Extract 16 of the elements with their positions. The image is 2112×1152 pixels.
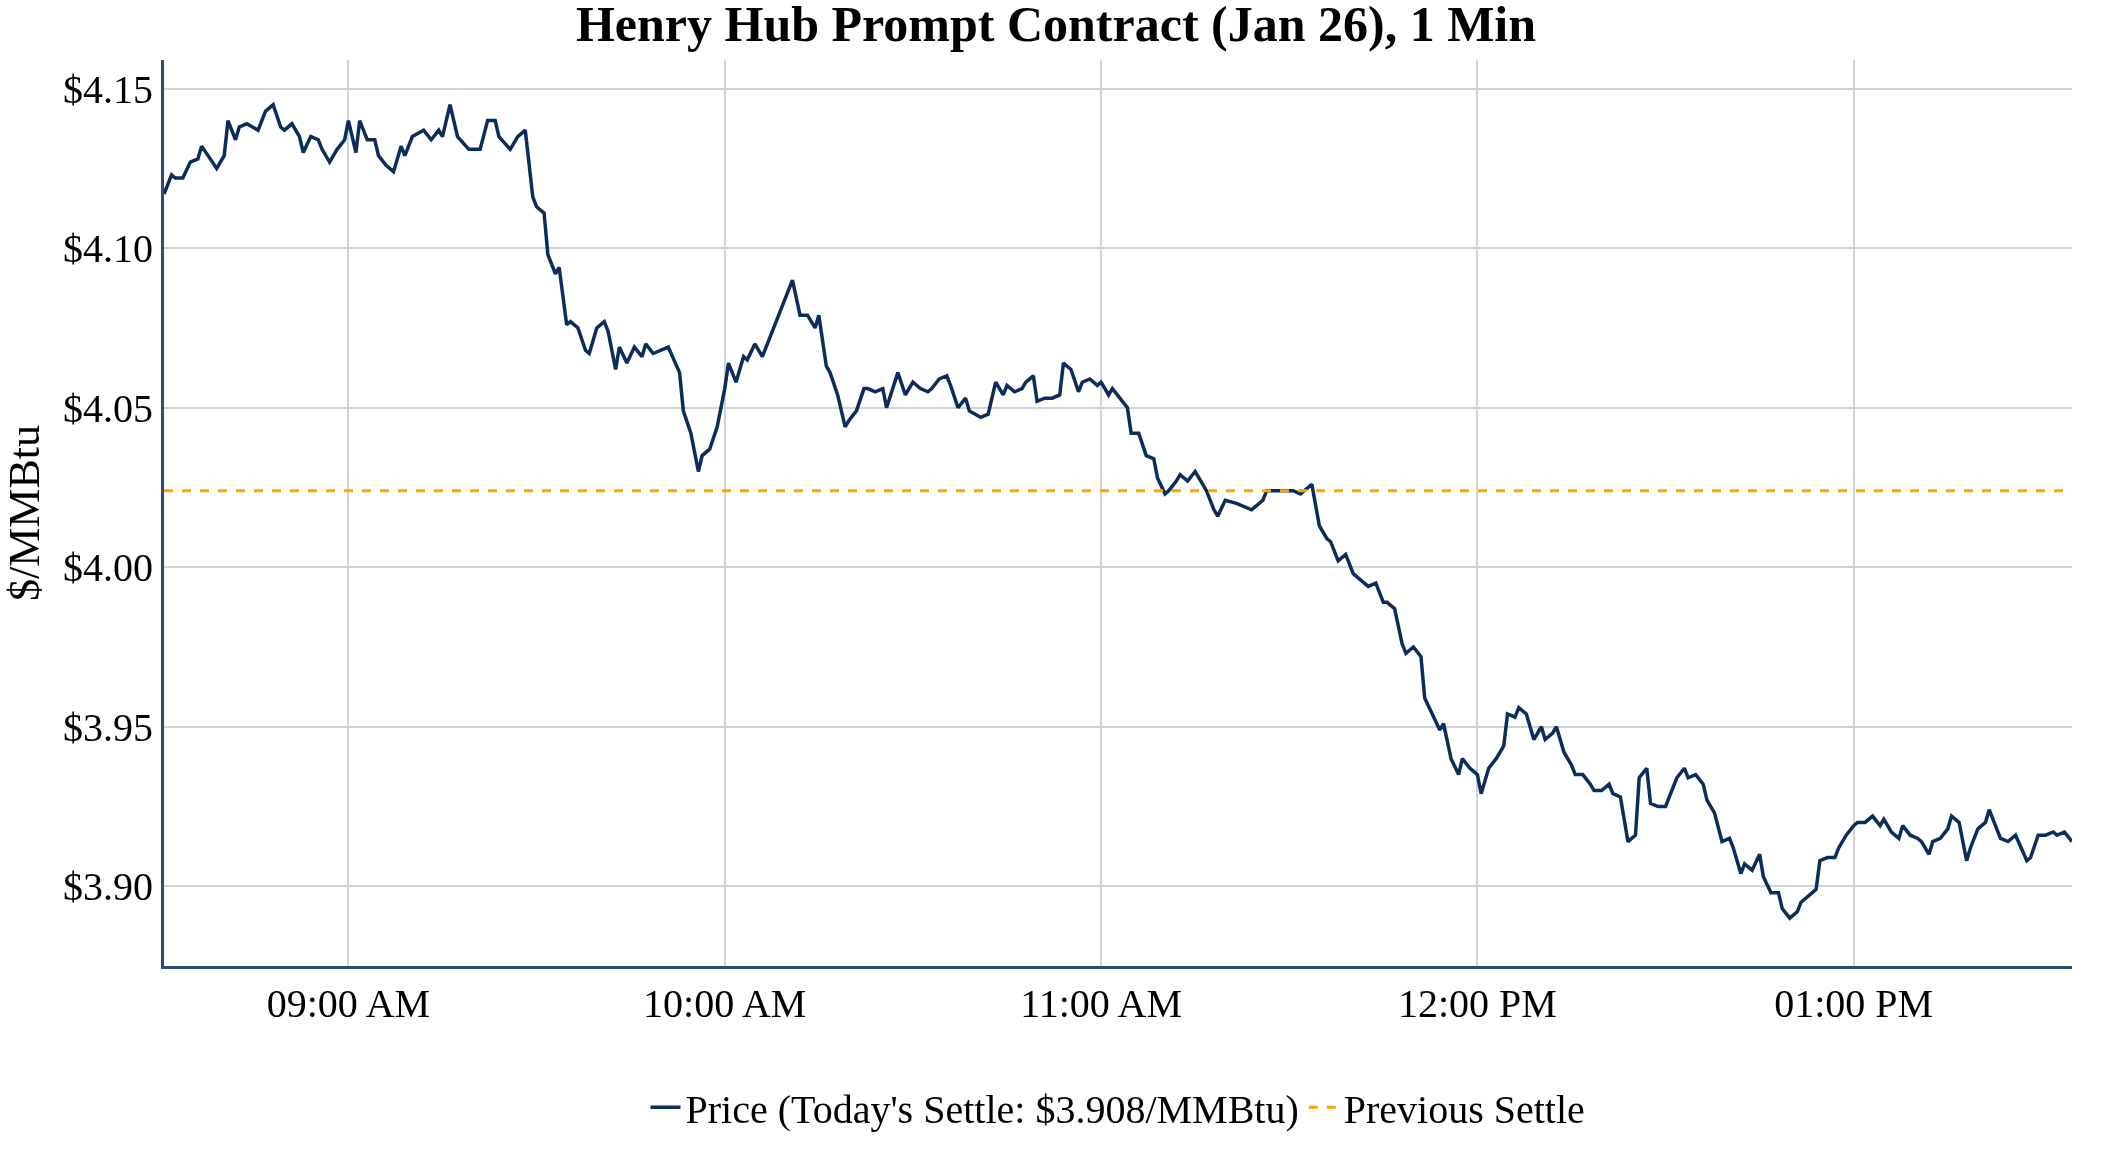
x-tick-label: 10:00 AM — [643, 981, 807, 1026]
x-tick-label: 01:00 PM — [1774, 981, 1934, 1026]
x-tick-label: 09:00 AM — [266, 981, 431, 1026]
chart-title: Henry Hub Prompt Contract (Jan 26), 1 Min — [575, 0, 1537, 52]
y-tick-label: $4.10 — [63, 226, 153, 272]
y-tick-label: $4.15 — [63, 66, 153, 112]
y-tick-label: $4.00 — [63, 545, 153, 591]
x-tick-label: 11:00 AM — [1020, 981, 1183, 1026]
y-axis-title: $/MMBtu — [0, 424, 49, 602]
y-tick-label: $3.95 — [63, 704, 153, 750]
legend-label: Price (Today's Settle: $3.908/MMBtu) — [685, 1086, 1299, 1132]
x-tick-label: 12:00 PM — [1397, 981, 1557, 1026]
legend-label: Previous Settle — [1343, 1086, 1585, 1132]
y-tick-label: $4.05 — [63, 385, 153, 431]
line-series — [164, 102, 2072, 920]
y-tick-label: $3.90 — [63, 864, 153, 910]
